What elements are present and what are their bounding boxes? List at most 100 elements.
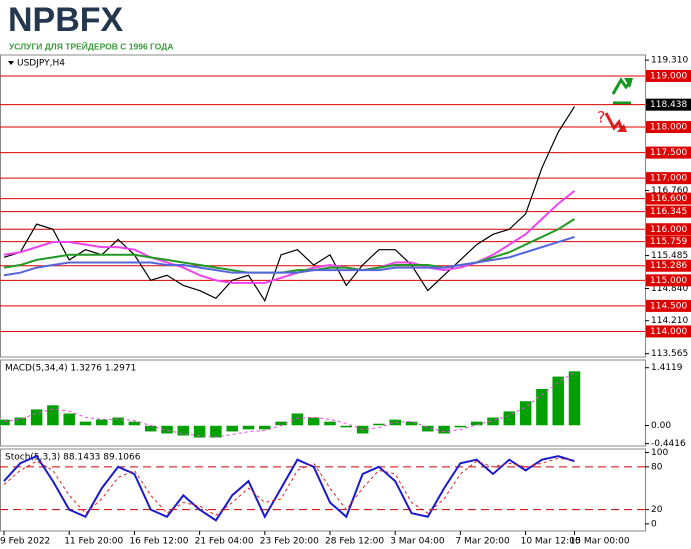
annotation: ? bbox=[597, 108, 606, 127]
histogram-bar bbox=[568, 370, 581, 426]
y-tick-label: 116.760 bbox=[651, 186, 688, 196]
y-tick-label: 20 bbox=[651, 505, 663, 515]
level-label: 115.000 bbox=[650, 276, 687, 286]
histogram-bar bbox=[30, 408, 43, 426]
histogram-bar bbox=[193, 425, 206, 439]
level-label-bg bbox=[646, 299, 691, 312]
histogram-bar bbox=[46, 404, 60, 426]
level-label-bg bbox=[646, 259, 691, 272]
histogram-bar bbox=[160, 425, 174, 434]
logo: NPBFX bbox=[8, 1, 124, 39]
panel-frame bbox=[0, 359, 646, 447]
histogram-bar bbox=[209, 425, 223, 439]
level-label-bg bbox=[646, 223, 691, 236]
arrow-head bbox=[617, 124, 627, 132]
level-label-bg bbox=[646, 172, 691, 185]
y-tick-label: 114.210 bbox=[651, 316, 688, 326]
histogram-bar bbox=[111, 417, 125, 426]
histogram-bar bbox=[242, 425, 255, 430]
histogram-bar bbox=[14, 417, 27, 426]
histogram-bar bbox=[519, 400, 532, 426]
x-tick-label: 16 Feb 12:00 bbox=[129, 537, 188, 547]
series-line bbox=[3, 457, 575, 516]
series-line bbox=[3, 371, 575, 438]
level-label-bg bbox=[646, 146, 691, 159]
y-tick-label: 0.00 bbox=[651, 421, 671, 431]
level-label: 118.000 bbox=[650, 123, 687, 133]
panel-title: USDJPY,H4 bbox=[17, 59, 65, 69]
x-tick-label: 3 Mar 04:00 bbox=[390, 537, 445, 547]
x-tick-label: 10 Mar 12:00 bbox=[521, 537, 581, 547]
level-label: 116.600 bbox=[650, 194, 687, 204]
histogram-bar bbox=[421, 425, 435, 432]
level-label: 117.500 bbox=[650, 148, 687, 158]
panel-frame bbox=[0, 54, 646, 358]
panel-title: Stoch(5,3,3) 88.1433 89.1066 bbox=[5, 453, 141, 463]
histogram-bar bbox=[95, 419, 109, 426]
y-tick-label: 1.4119 bbox=[651, 363, 683, 373]
histogram-bar bbox=[388, 419, 402, 426]
histogram-bar bbox=[486, 417, 500, 426]
histogram-bar bbox=[128, 421, 141, 426]
x-tick-label: 9 Feb 2022 bbox=[0, 537, 50, 547]
level-label: 115.759 bbox=[650, 237, 687, 247]
histogram-bar bbox=[62, 412, 76, 426]
series-line bbox=[3, 235, 575, 277]
x-tick-label: 23 Feb 20:00 bbox=[260, 537, 319, 547]
histogram-bar bbox=[323, 421, 337, 426]
histogram-bar bbox=[503, 410, 516, 426]
y-tick-label: 119.310 bbox=[651, 56, 688, 66]
price-label: 118.438 bbox=[650, 100, 687, 110]
histogram-bar bbox=[258, 425, 272, 430]
level-label-bg bbox=[646, 325, 691, 338]
level-label: 117.000 bbox=[650, 174, 687, 184]
histogram-bar bbox=[340, 425, 353, 428]
histogram-bar bbox=[225, 425, 239, 432]
y-tick-label: 115.485 bbox=[651, 251, 688, 261]
level-label: 119.000 bbox=[650, 71, 687, 81]
panel-frame bbox=[0, 448, 646, 532]
level-label: 115.286 bbox=[650, 261, 687, 271]
histogram-bar bbox=[454, 425, 467, 428]
histogram-bar bbox=[437, 425, 451, 434]
histogram-bar bbox=[372, 423, 386, 426]
histogram-bar bbox=[177, 425, 190, 437]
histogram-bar bbox=[405, 421, 418, 426]
price-label-bg bbox=[646, 98, 691, 111]
series-line bbox=[3, 454, 575, 522]
x-tick-label: 28 Feb 12:00 bbox=[325, 537, 384, 547]
y-tick-label: 0 bbox=[651, 519, 657, 529]
arrow-down bbox=[604, 112, 624, 131]
y-tick-label: 100 bbox=[651, 448, 668, 458]
x-tick-label: 21 Feb 04:00 bbox=[195, 537, 254, 547]
level-label-bg bbox=[646, 192, 691, 205]
x-tick-label: 7 Mar 20:00 bbox=[455, 537, 510, 547]
level-label-bg bbox=[646, 205, 691, 218]
panel-title: MACD(5,34,4) 1.3276 1.2971 bbox=[5, 364, 136, 374]
y-tick-label: 113.565 bbox=[651, 349, 688, 359]
level-label-bg bbox=[646, 274, 691, 287]
histogram-bar bbox=[470, 421, 483, 426]
histogram-bar bbox=[79, 421, 92, 426]
histogram-bar bbox=[144, 425, 157, 432]
level-label-bg bbox=[646, 235, 691, 248]
y-tick-label: 114.840 bbox=[651, 284, 688, 294]
level-label-bg bbox=[646, 69, 691, 82]
level-label-bg bbox=[646, 121, 691, 134]
histogram-bar bbox=[535, 388, 549, 426]
tagline: УСЛУГИ ДЛЯ ТРЕЙДЕРОВ С 1996 ГОДА bbox=[9, 40, 173, 51]
x-tick-label: 11 Feb 20:00 bbox=[64, 537, 123, 547]
level-label: 114.000 bbox=[650, 327, 687, 337]
arrow-head bbox=[624, 78, 633, 88]
x-tick-label: 15 Mar 00:00 bbox=[570, 537, 630, 547]
y-tick-label: 80 bbox=[651, 462, 663, 472]
y-tick-label: -0.4416 bbox=[651, 439, 686, 449]
histogram-bar bbox=[307, 417, 320, 426]
histogram-bar bbox=[291, 412, 304, 426]
histogram-bar bbox=[551, 376, 565, 426]
level-label: 116.000 bbox=[650, 225, 687, 235]
level-label: 116.345 bbox=[650, 207, 687, 217]
arrow-up bbox=[611, 77, 631, 95]
histogram-bar bbox=[0, 419, 11, 426]
